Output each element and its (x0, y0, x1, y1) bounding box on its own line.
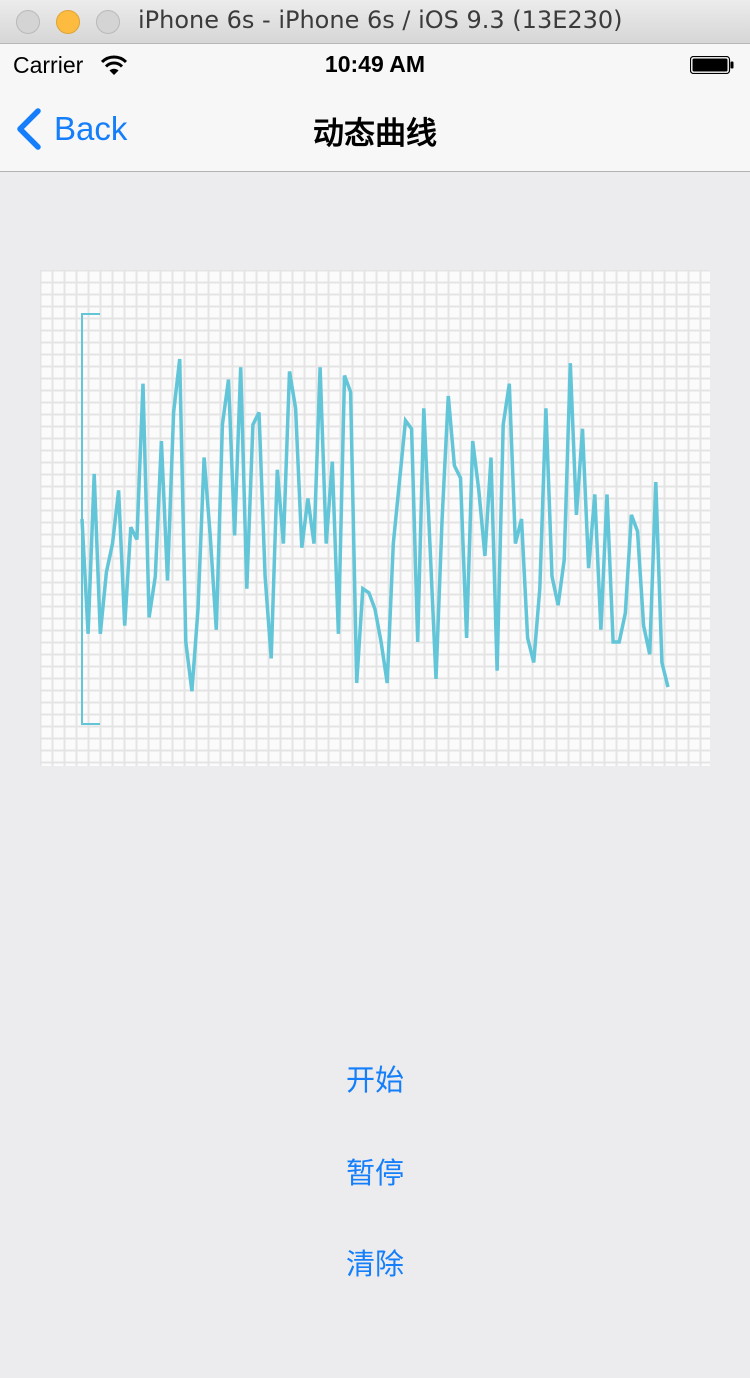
wifi-icon (101, 55, 127, 75)
back-button[interactable]: Back (14, 106, 127, 152)
page-title: 动态曲线 (313, 116, 437, 152)
series-line-0 (80, 358, 670, 692)
status-time: 10:49 AM (324, 51, 426, 77)
battery-icon (690, 56, 734, 74)
back-button-label: Back (54, 110, 128, 147)
pause-button[interactable]: 暂停 (300, 1148, 450, 1198)
window-minimize-button[interactable] (56, 10, 80, 34)
window-title: iPhone 6s - iPhone 6s / iOS 9.3 (13E230) (138, 6, 623, 34)
start-button[interactable]: 开始 (300, 1055, 450, 1105)
chevron-left-icon (17, 108, 41, 150)
dynamic-curve-chart (40, 270, 710, 766)
navigation-bar: Back 动态曲线 (0, 86, 750, 172)
chart-svg (40, 270, 710, 766)
clear-button[interactable]: 清除 (300, 1239, 450, 1289)
simulator-title-bar: iPhone 6s - iPhone 6s / iOS 9.3 (13E230) (0, 0, 750, 44)
chart-grid (40, 270, 710, 766)
chart-series (80, 358, 670, 692)
carrier-label: Carrier (13, 52, 84, 78)
chart-grid-lines (40, 270, 710, 766)
window-close-button[interactable] (16, 10, 40, 34)
status-bar: Carrier 10:49 AM (0, 44, 750, 86)
window-zoom-button[interactable] (96, 10, 120, 34)
